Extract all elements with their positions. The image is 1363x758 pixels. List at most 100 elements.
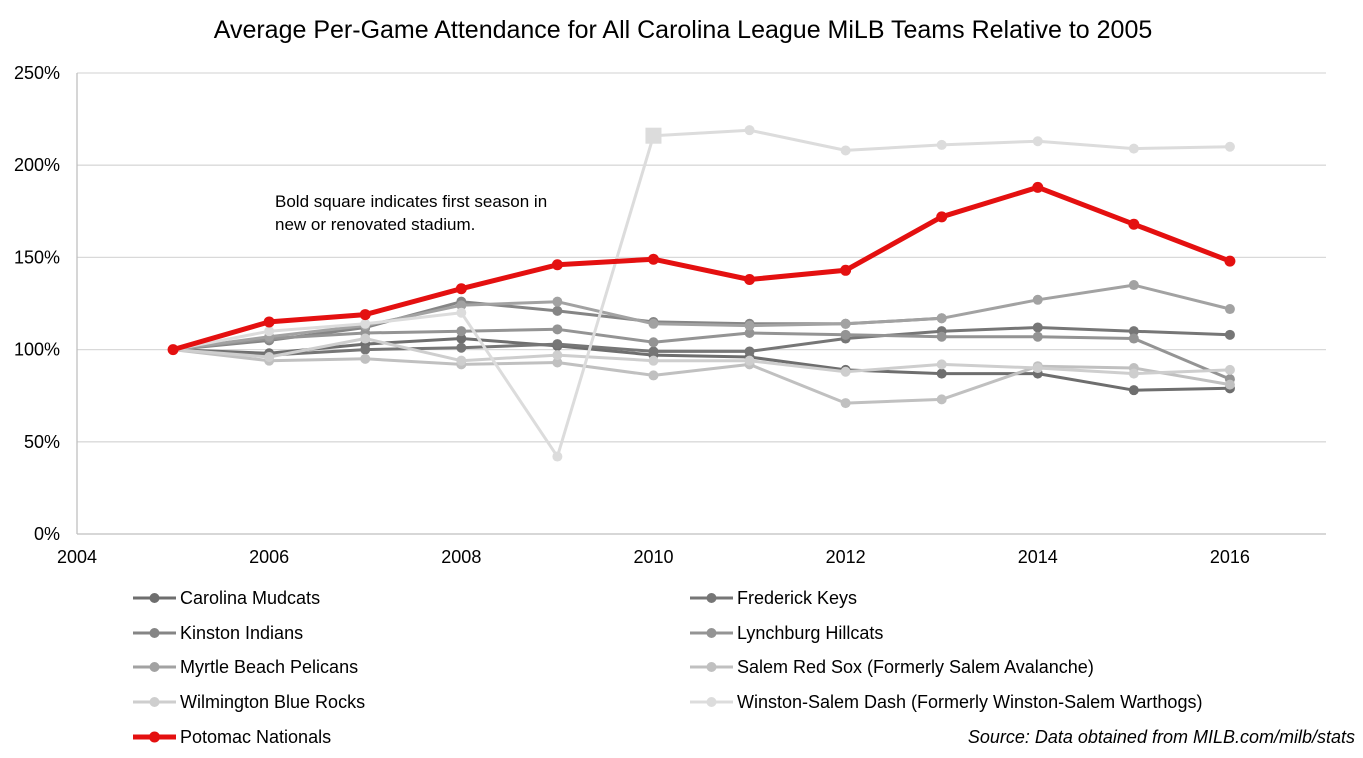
data-point: [744, 320, 755, 331]
legend-swatch-marker: [706, 628, 717, 638]
legend-label: Winston-Salem Dash (Formerly Winston-Sal…: [737, 692, 1202, 712]
data-point: [551, 259, 563, 271]
legend-swatch-marker: [149, 662, 160, 672]
data-point: [1224, 364, 1235, 375]
data-point: [552, 305, 563, 316]
axes: 0% 50% 100% 150% 200% 250% 2004 2006 2008 2010 201…: [14, 63, 1326, 567]
data-point: [1224, 329, 1235, 340]
data-point: [360, 344, 371, 355]
y-tick-label: 200%: [14, 155, 60, 175]
x-tick-label: 2014: [1018, 547, 1058, 567]
data-point: [1224, 304, 1235, 315]
legend-swatch-marker: [149, 628, 160, 638]
y-tick-label: 100%: [14, 340, 60, 360]
data-point: [936, 313, 947, 324]
data-point: [456, 300, 467, 311]
legend-item: Wilmington Blue Rocks: [133, 692, 365, 712]
legend-item: Kinston Indians: [133, 623, 303, 643]
data-point: [744, 274, 756, 286]
legend-label: Frederick Keys: [737, 588, 857, 608]
x-tick-label: 2004: [57, 547, 97, 567]
legend-label: Potomac Nationals: [180, 727, 331, 747]
legend-item: Potomac Nationals: [133, 727, 331, 747]
data-point: [648, 318, 659, 329]
data-point: [1032, 331, 1043, 342]
legend-label: Lynchburg Hillcats: [737, 623, 883, 643]
x-tick-label: 2010: [633, 547, 673, 567]
data-point: [1032, 294, 1043, 305]
data-point: [1032, 181, 1044, 193]
legend-item: Winston-Salem Dash (Formerly Winston-Sal…: [690, 692, 1202, 712]
series-line: [172, 184, 1231, 353]
data-point: [1128, 218, 1140, 230]
series-line: [172, 283, 1231, 352]
x-tick-label: 2008: [441, 547, 481, 567]
data-point: [744, 125, 755, 136]
data-point: [840, 145, 851, 156]
data-point: [840, 366, 851, 377]
series-line: [172, 348, 1231, 405]
data-point: [1128, 143, 1139, 154]
data-point: [840, 264, 852, 276]
series-layer: [167, 125, 1236, 462]
data-point: [552, 296, 563, 307]
data-point: [1224, 141, 1235, 152]
series-line: [172, 128, 1230, 459]
legend-item: Salem Red Sox (Formerly Salem Avalanche): [690, 657, 1094, 677]
data-point: [552, 350, 563, 361]
data-point: [456, 342, 467, 353]
legend-label: Myrtle Beach Pelicans: [180, 657, 358, 677]
series-line: [172, 327, 1231, 381]
data-point: [359, 309, 371, 321]
data-point: [744, 355, 755, 366]
gridlines: [77, 72, 1326, 443]
series-potomac-nationals: [167, 181, 1236, 356]
series-line: [173, 326, 1230, 357]
data-point: [456, 326, 467, 337]
data-point: [936, 139, 947, 150]
data-point: [936, 211, 948, 223]
data-point: [552, 451, 563, 462]
data-point: [552, 357, 563, 368]
data-point: [1128, 385, 1139, 396]
data-point: [936, 359, 947, 370]
stadium-square-marker: [645, 127, 662, 144]
data-point: [840, 398, 851, 409]
y-tick-label: 250%: [14, 63, 60, 83]
data-point: [1128, 368, 1139, 379]
data-point: [648, 346, 659, 357]
data-point: [552, 324, 563, 335]
legend-item: Carolina Mudcats: [133, 588, 320, 608]
legend-label: Salem Red Sox (Formerly Salem Avalanche): [737, 657, 1094, 677]
annotation-line-1: Bold square indicates first season in: [275, 192, 547, 211]
annotation-line-2: new or renovated stadium.: [275, 215, 475, 234]
x-tick-label: 2012: [826, 547, 866, 567]
y-tick-label: 150%: [14, 247, 60, 267]
x-tick-label: 2006: [249, 547, 289, 567]
legend-label: Carolina Mudcats: [180, 588, 320, 608]
series-line: [172, 337, 1230, 376]
legend-swatch-marker: [149, 593, 160, 603]
legend-item: Lynchburg Hillcats: [690, 623, 883, 643]
data-point: [360, 318, 371, 329]
data-point: [1032, 322, 1043, 333]
series-carolina-mudcats: [168, 333, 1235, 396]
data-point: [648, 370, 659, 381]
data-point: [936, 368, 947, 379]
data-point: [648, 337, 659, 348]
data-point: [360, 333, 371, 344]
data-point: [455, 283, 467, 295]
data-point: [936, 394, 947, 405]
legend: Carolina Mudcats Frederick Keys Kinston In…: [133, 588, 1202, 747]
legend-swatch-marker: [149, 697, 160, 707]
legend-swatch-marker: [706, 697, 717, 707]
data-point: [648, 355, 659, 366]
data-point: [264, 351, 275, 362]
data-point: [1128, 280, 1139, 291]
data-point: [456, 307, 467, 318]
legend-label: Wilmington Blue Rocks: [180, 692, 365, 712]
data-point: [167, 344, 179, 356]
data-point: [1128, 326, 1139, 337]
data-point: [264, 326, 275, 337]
